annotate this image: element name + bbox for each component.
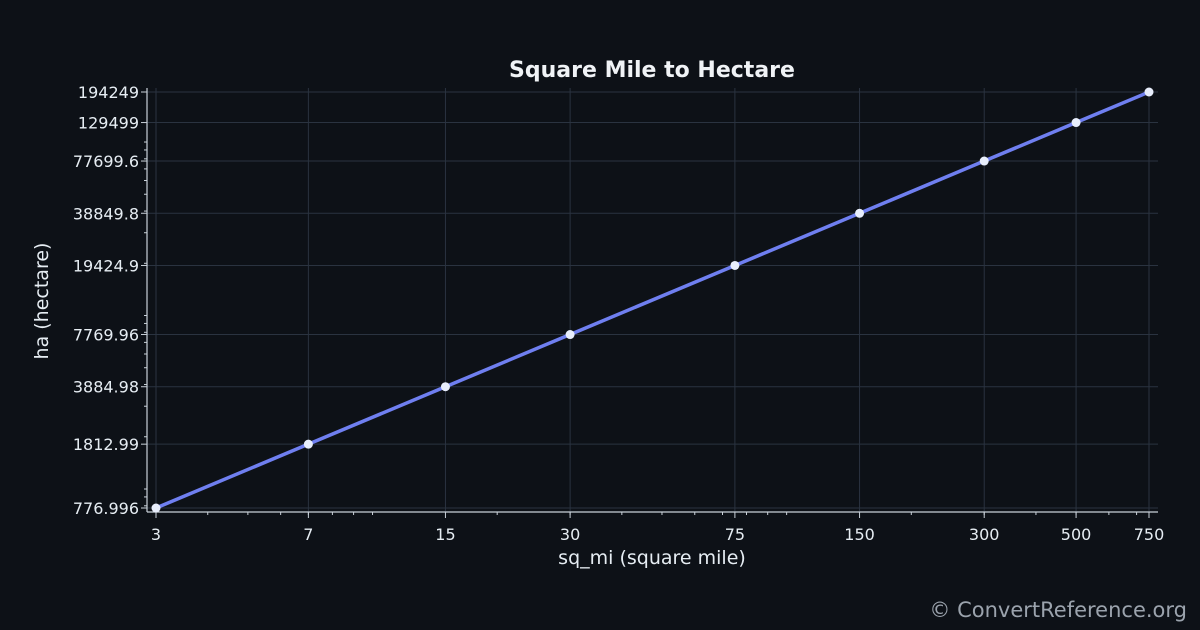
data-point — [565, 330, 575, 340]
x-tick-label: 3 — [151, 525, 161, 544]
data-point — [440, 382, 450, 392]
y-tick-label: 1812.99 — [73, 435, 139, 454]
y-axis-ticks: 776.996 1812.99 3884.98 7769.96 19424.9 38849… — [73, 83, 147, 518]
y-tick-label: 19424.9 — [73, 256, 139, 275]
y-tick-label: 7769.96 — [73, 326, 139, 345]
watermark: © ConvertReference.org — [929, 598, 1187, 622]
x-tick-label: 300 — [969, 525, 1000, 544]
data-point — [730, 260, 740, 270]
data-point — [1071, 118, 1081, 128]
x-tick-label: 7 — [303, 525, 313, 544]
y-tick-label: 194249 — [78, 83, 139, 102]
x-tick-label: 75 — [725, 525, 745, 544]
data-point — [979, 156, 989, 166]
y-tick-label: 38849.8 — [73, 204, 139, 223]
y-tick-label: 3884.98 — [73, 378, 139, 397]
chart-title: Square Mile to Hectare — [509, 58, 795, 83]
x-tick-label: 750 — [1134, 525, 1165, 544]
x-tick-label: 30 — [560, 525, 580, 544]
data-point — [855, 208, 865, 218]
data-point — [1144, 87, 1154, 97]
data-points — [151, 87, 1154, 513]
data-point — [303, 439, 313, 449]
y-tick-label: 129499 — [78, 114, 139, 133]
x-axis-label: sq_mi (square mile) — [558, 547, 746, 569]
data-point — [151, 503, 161, 513]
x-tick-label: 15 — [435, 525, 455, 544]
x-tick-label: 150 — [844, 525, 875, 544]
x-tick-label: 500 — [1061, 525, 1092, 544]
x-axis-ticks: 3 7 15 30 75 150 300 500 750 — [151, 512, 1164, 544]
y-tick-label: 77699.6 — [73, 152, 139, 171]
y-axis-label: ha (hectare) — [31, 243, 53, 360]
grid — [147, 88, 1158, 512]
y-tick-label: 776.996 — [73, 499, 139, 518]
